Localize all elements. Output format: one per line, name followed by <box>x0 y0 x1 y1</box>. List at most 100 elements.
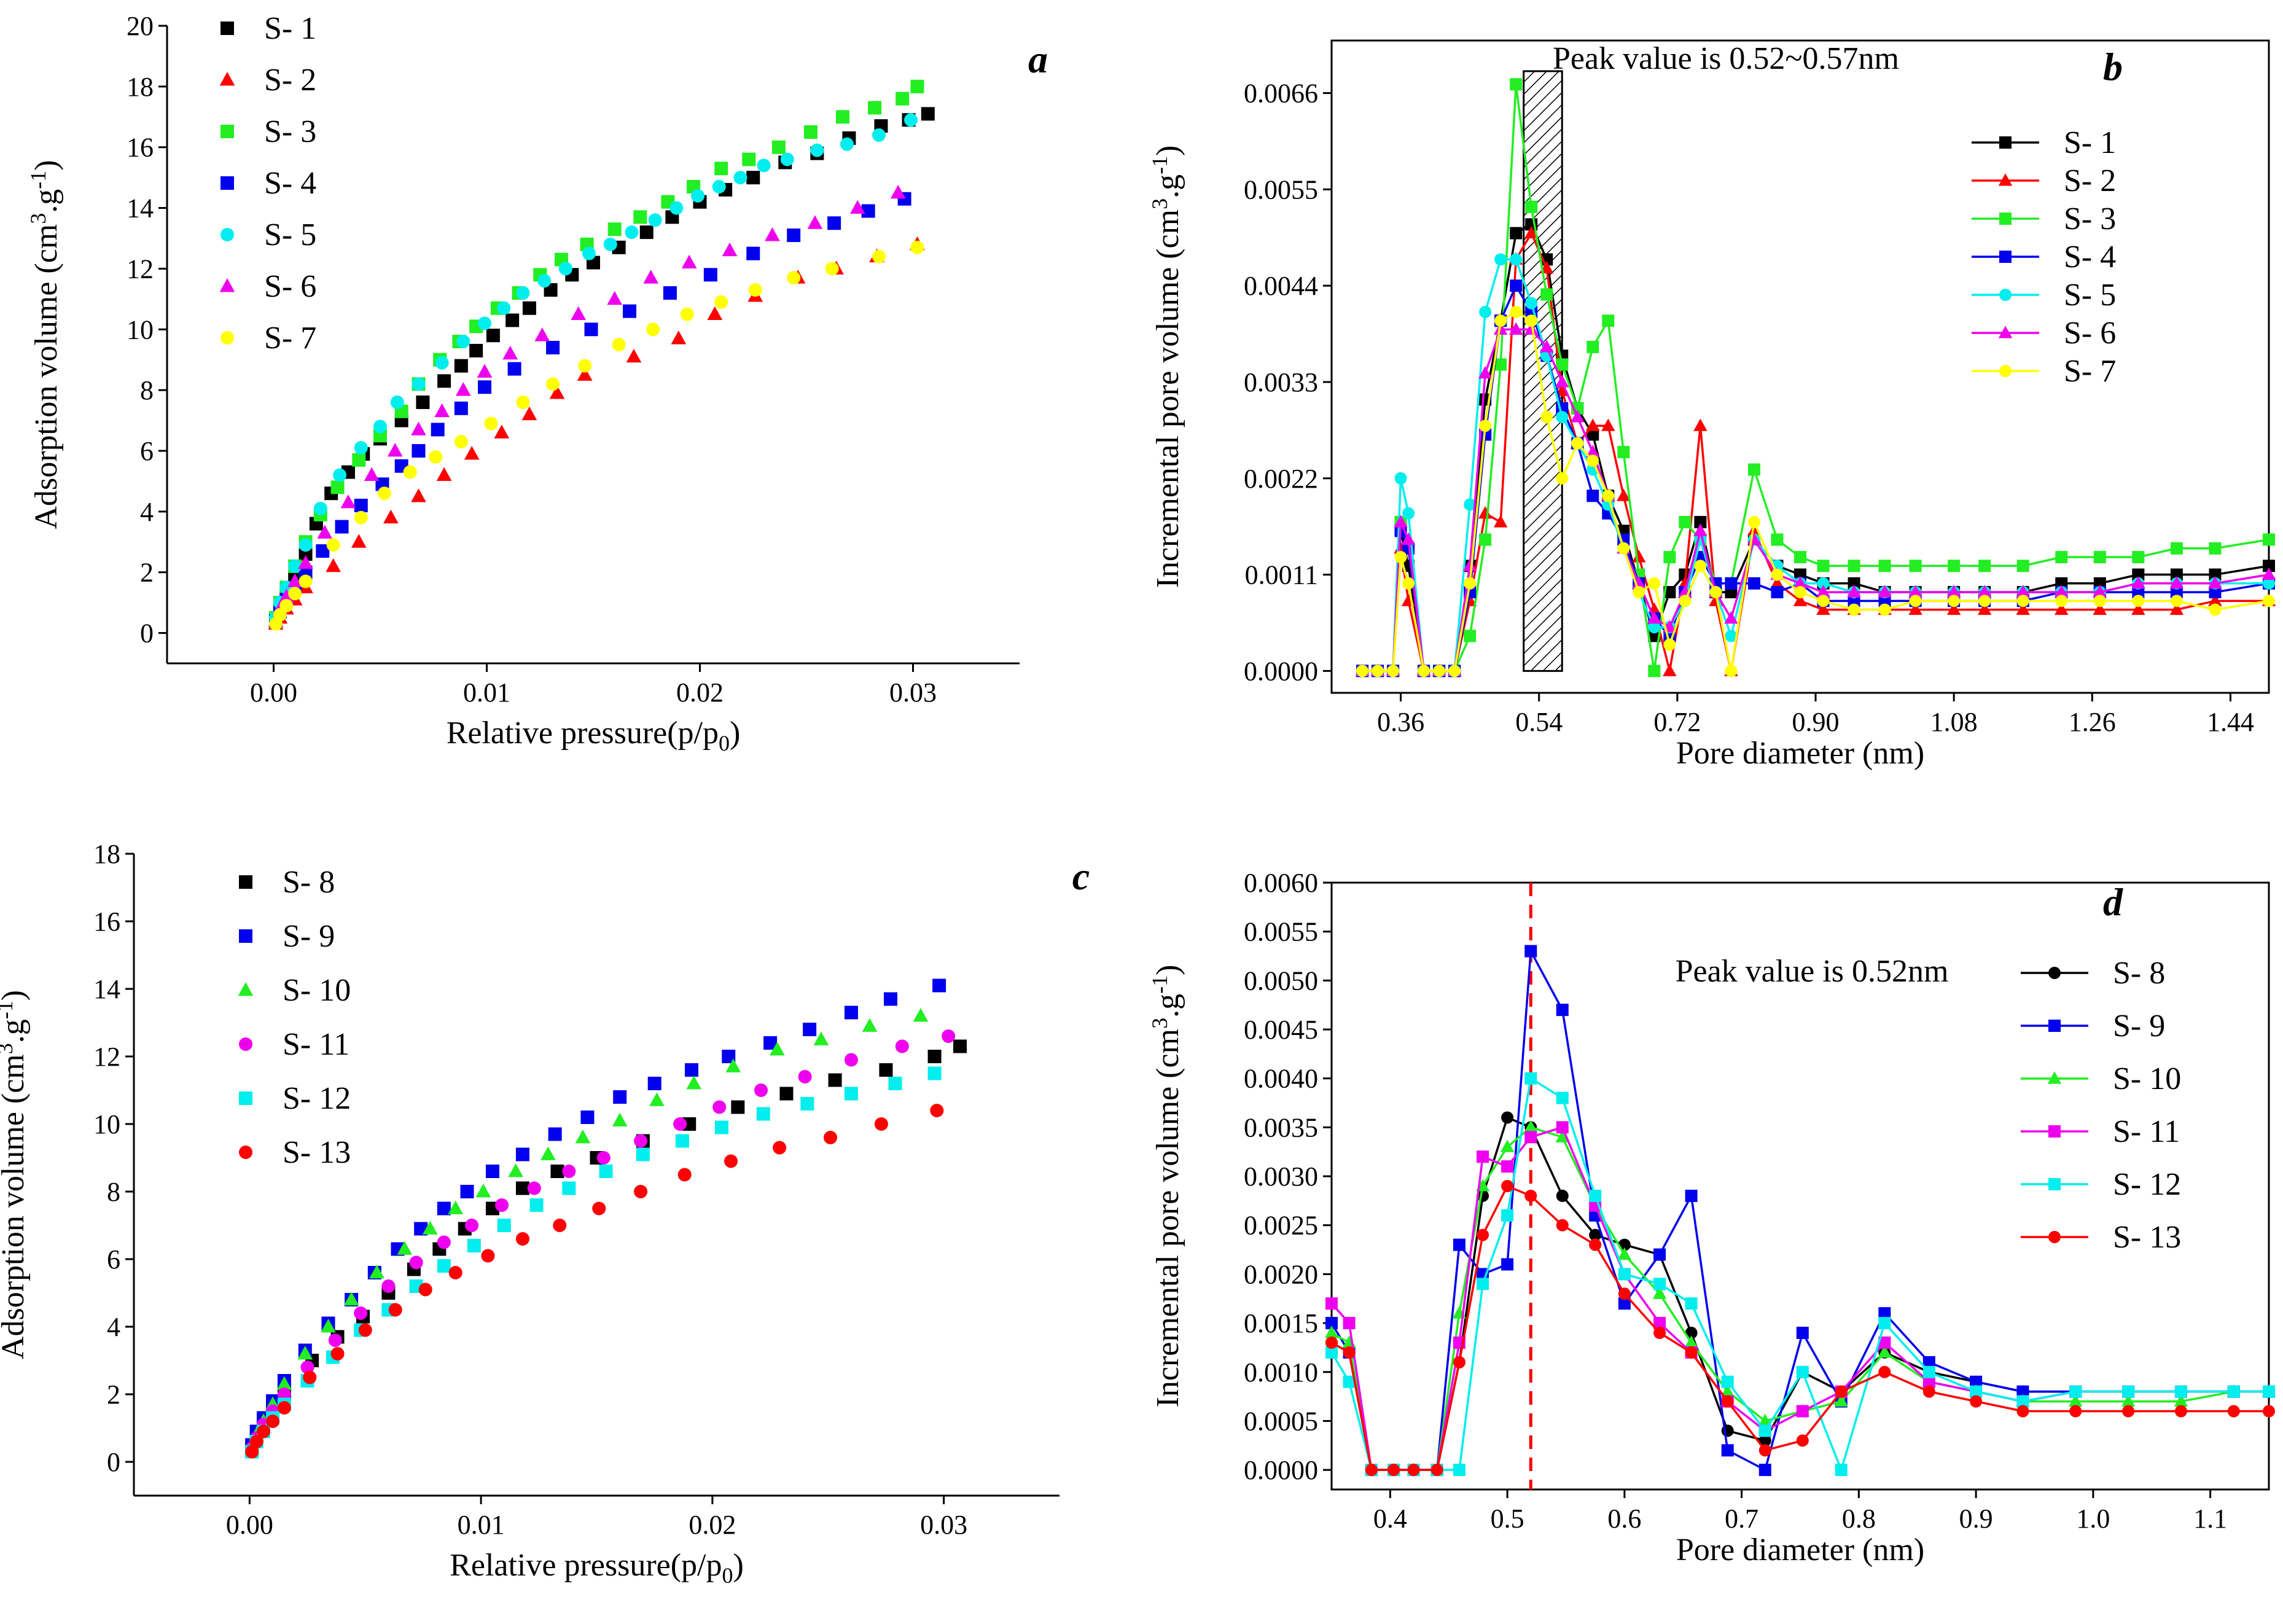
data-point <box>1325 1336 1338 1349</box>
x-tick-label: 0.5 <box>1491 1504 1524 1534</box>
data-point <box>648 213 662 227</box>
data-point <box>787 271 801 285</box>
data-point <box>422 1220 438 1235</box>
legend-label: S- 4 <box>264 166 316 201</box>
data-point <box>1653 1327 1666 1340</box>
x-tick-label: 0.01 <box>458 1510 505 1540</box>
data-point <box>682 1117 697 1131</box>
data-point <box>521 406 537 421</box>
data-point <box>562 1181 576 1195</box>
x-tick-label: 1.08 <box>1930 707 1978 737</box>
data-point <box>546 377 560 391</box>
panel-label: a <box>1028 37 1048 81</box>
data-point <box>435 356 449 370</box>
data-point <box>1647 611 1661 624</box>
y-axis-label-sup: 3 <box>1147 198 1172 209</box>
data-point <box>910 240 924 254</box>
data-point <box>448 1200 464 1214</box>
data-point <box>527 1181 541 1195</box>
y-axis-label-text: Adsorption volume (cm <box>0 1054 31 1359</box>
data-point <box>677 1168 692 1182</box>
legend-marker <box>1998 173 2013 186</box>
data-point <box>464 445 480 460</box>
legend-label: S- 9 <box>2113 1009 2165 1044</box>
data-point <box>515 1181 529 1195</box>
data-point <box>2263 595 2275 607</box>
x-axis-label: Pore diameter (nm) <box>1676 736 1924 771</box>
y-tick-label: 0.0040 <box>1244 1064 1318 1094</box>
data-point <box>1848 560 1860 572</box>
data-point <box>321 1319 336 1333</box>
data-point <box>387 443 403 457</box>
data-point <box>502 345 518 360</box>
data-point <box>872 128 886 142</box>
x-tick-label: 1.0 <box>2076 1504 2110 1534</box>
data-point <box>1464 577 1477 590</box>
y-tick-label: 20 <box>127 11 154 41</box>
data-point <box>770 1042 785 1056</box>
data-point <box>1618 1287 1631 1300</box>
data-point <box>460 1185 474 1198</box>
data-point <box>671 330 687 345</box>
data-point <box>558 262 572 276</box>
data-point <box>596 1151 611 1165</box>
data-point <box>505 313 520 327</box>
data-point <box>803 125 818 139</box>
data-point <box>1501 1111 1514 1124</box>
data-point <box>1464 498 1477 511</box>
x-axis-label: Relative pressure(p/p0) <box>447 716 741 755</box>
data-point <box>1494 253 1507 266</box>
data-point <box>742 152 756 166</box>
data-point <box>849 200 865 214</box>
y-axis-label-text: Incremental pore volume (cm <box>1150 209 1185 588</box>
data-point <box>904 113 918 127</box>
data-point <box>1617 1247 1632 1260</box>
y-tick-label: 0.0005 <box>1244 1406 1318 1436</box>
data-point <box>2132 568 2145 581</box>
data-point <box>1648 621 1661 634</box>
data-point <box>1494 358 1507 371</box>
data-point <box>1556 1091 1569 1104</box>
data-point <box>1758 1424 1771 1437</box>
y-tick-label: 8 <box>140 375 154 405</box>
data-point <box>330 1347 345 1360</box>
data-point <box>431 423 445 437</box>
legend-label: S- 6 <box>2064 316 2116 351</box>
data-point <box>2209 568 2222 581</box>
data-point <box>1524 225 1539 239</box>
data-point <box>1663 551 1676 564</box>
data-point <box>942 1029 956 1043</box>
legend-marker <box>2048 967 2061 979</box>
data-point <box>1747 463 1760 476</box>
data-point <box>634 1185 648 1198</box>
data-point <box>326 558 341 572</box>
legend-label: S- 12 <box>283 1081 351 1116</box>
data-point <box>872 249 886 264</box>
data-point <box>1343 1375 1356 1388</box>
data-point <box>1401 532 1416 545</box>
data-point <box>607 291 623 305</box>
data-point <box>1510 227 1523 240</box>
data-point <box>1462 558 1477 571</box>
data-point <box>1693 418 1707 431</box>
data-point <box>669 201 684 215</box>
data-point <box>757 158 771 173</box>
y-axis-label-end: ) <box>1150 146 1185 156</box>
series-line <box>1331 1184 2269 1471</box>
data-point <box>681 254 697 268</box>
data-point <box>1618 1268 1631 1281</box>
data-point <box>840 137 854 151</box>
legend-marker <box>2048 1125 2061 1138</box>
data-point <box>335 520 349 534</box>
y-tick-label: 0.0020 <box>1244 1259 1318 1289</box>
data-point <box>340 494 356 509</box>
data-point <box>454 401 468 415</box>
legend-marker <box>2048 1178 2061 1190</box>
x-axis-label: Relative pressure(p/p0) <box>450 1548 744 1588</box>
data-point <box>497 301 511 315</box>
data-point <box>537 274 552 288</box>
data-point <box>787 228 801 243</box>
data-point <box>1796 1327 1809 1340</box>
data-point <box>765 227 780 241</box>
